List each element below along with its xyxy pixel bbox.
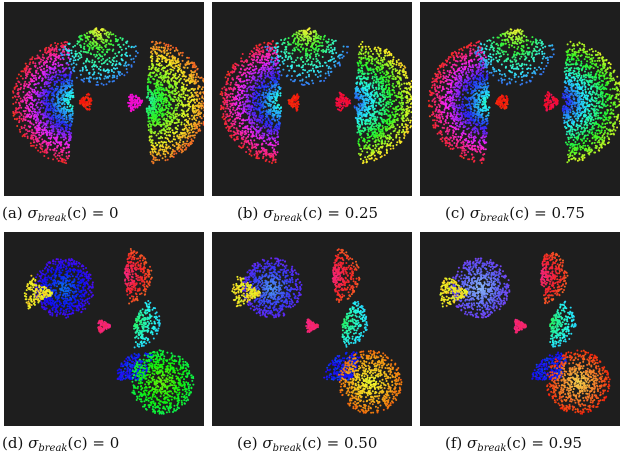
- scatter-plot-d: [23, 248, 195, 415]
- sigma-symbol: σ: [262, 434, 273, 452]
- caption-a: (a) σbreak(c) = 0: [2, 204, 119, 224]
- sigma-subscript: break: [477, 443, 507, 454]
- caption-label: (a): [2, 204, 23, 222]
- sigma-argument: (c): [302, 204, 323, 222]
- panel-d: [4, 232, 204, 426]
- sigma-symbol: σ: [469, 204, 481, 222]
- panel-e: [212, 232, 412, 426]
- caption-label: (d): [2, 434, 24, 452]
- sigma-subscript: break: [272, 443, 302, 454]
- sigma-subscript: break: [273, 213, 303, 224]
- caption-label: (b): [237, 204, 259, 222]
- sigma-subscript: break: [480, 213, 510, 224]
- scatter-plot-f: [439, 251, 611, 415]
- caption-value: = 0: [91, 204, 119, 222]
- sigma-argument: (c): [66, 204, 87, 222]
- caption-value: = 0.95: [531, 434, 583, 452]
- sigma-argument: (c): [301, 434, 322, 452]
- sigma-symbol: σ: [467, 434, 478, 452]
- caption-value: = 0.75: [534, 204, 585, 222]
- caption-label: (f): [445, 434, 463, 452]
- sigma-symbol: σ: [263, 204, 274, 222]
- caption-value: = 0.50: [326, 434, 378, 452]
- panel-b: [212, 2, 412, 196]
- caption-label: (c): [445, 204, 466, 222]
- panel-c: [420, 2, 620, 196]
- caption-b: (b) σbreak(c) = 0.25: [237, 204, 378, 224]
- sigma-subscript: break: [38, 443, 68, 454]
- scatter-plot-b: [219, 27, 412, 165]
- caption-label: (e): [237, 434, 258, 452]
- sigma-subscript: break: [37, 213, 67, 224]
- panel-a: [4, 2, 204, 196]
- sigma-argument: (c): [509, 204, 530, 222]
- sigma-argument: (c): [506, 434, 527, 452]
- caption-value: = 0: [92, 434, 120, 452]
- sigma-argument: (c): [67, 434, 88, 452]
- scatter-plot-c: [427, 28, 620, 164]
- caption-e: (e) σbreak(c) = 0.50: [237, 434, 377, 454]
- panel-f: [420, 232, 620, 426]
- caption-value: = 0.25: [327, 204, 379, 222]
- caption-d: (d) σbreak(c) = 0: [2, 434, 119, 454]
- caption-f: (f) σbreak(c) = 0.95: [445, 434, 582, 454]
- sigma-symbol: σ: [27, 204, 38, 222]
- scatter-plot-e: [231, 248, 403, 414]
- caption-c: (c) σbreak(c) = 0.75: [445, 204, 585, 224]
- scatter-plot-a: [11, 27, 204, 165]
- sigma-symbol: σ: [28, 434, 39, 452]
